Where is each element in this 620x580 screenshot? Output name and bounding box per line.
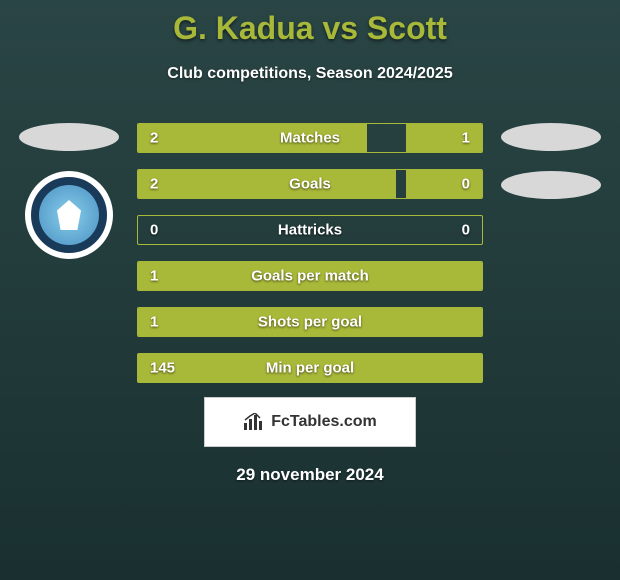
stat-label: Min per goal	[266, 360, 354, 377]
player-badge-placeholder-right-2	[501, 171, 601, 199]
stat-row: 1 Shots per goal	[137, 307, 483, 337]
player-badge-placeholder-left	[19, 123, 119, 151]
stat-label: Goals	[289, 176, 331, 193]
stat-label: Matches	[280, 130, 340, 147]
stat-row: 145 Min per goal	[137, 353, 483, 383]
stat-value-right: 0	[462, 222, 470, 239]
stat-row: 2 Matches 1	[137, 123, 483, 153]
footer-brand-text: FcTables.com	[271, 413, 377, 431]
stat-fill-left	[138, 170, 396, 198]
left-badge-column	[19, 123, 119, 259]
stat-value-left: 0	[150, 222, 158, 239]
player-badge-placeholder-right-1	[501, 123, 601, 151]
stat-value-left: 2	[150, 176, 158, 193]
stat-value-left: 1	[150, 268, 158, 285]
stat-row: 1 Goals per match	[137, 261, 483, 291]
stat-value-left: 145	[150, 360, 175, 377]
stat-label: Goals per match	[251, 268, 369, 285]
stat-fill-right	[406, 170, 482, 198]
stat-bars-column: 2 Matches 1 2 Goals 0 0 Hattricks 0 1 Goals per ma…	[137, 123, 483, 383]
club-badge-inner	[39, 185, 99, 245]
club-badge-left	[25, 171, 113, 259]
stat-label: Hattricks	[278, 222, 342, 239]
stat-value-left: 2	[150, 130, 158, 147]
stat-row: 2 Goals 0	[137, 169, 483, 199]
stat-value-right: 1	[462, 130, 470, 147]
stat-row: 0 Hattricks 0	[137, 215, 483, 245]
stat-label: Shots per goal	[258, 314, 362, 331]
stat-fill-right	[406, 124, 482, 152]
footer-brand-badge: FcTables.com	[204, 397, 416, 447]
right-badge-column	[501, 123, 601, 199]
comparison-subtitle: Club competitions, Season 2024/2025	[0, 65, 620, 83]
stats-container: 2 Matches 1 2 Goals 0 0 Hattricks 0 1 Goals per ma…	[0, 123, 620, 383]
chart-icon	[243, 413, 265, 431]
comparison-title: G. Kadua vs Scott	[0, 0, 620, 47]
stat-value-right: 0	[462, 176, 470, 193]
footer-date: 29 november 2024	[0, 465, 620, 485]
stat-value-left: 1	[150, 314, 158, 331]
